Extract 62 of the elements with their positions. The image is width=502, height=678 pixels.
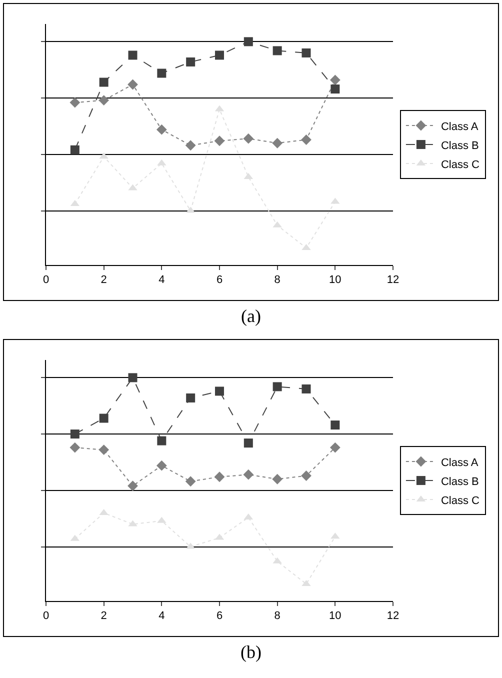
point bbox=[272, 46, 282, 56]
point bbox=[128, 480, 138, 492]
point bbox=[243, 133, 254, 144]
point bbox=[186, 57, 196, 66]
x-tick-label: 10 bbox=[329, 274, 342, 286]
x-tick-label: 4 bbox=[158, 610, 165, 622]
point bbox=[128, 79, 138, 90]
x-tick-label: 6 bbox=[216, 274, 223, 286]
point bbox=[244, 37, 253, 46]
x-tick-label: 0 bbox=[42, 610, 50, 622]
point bbox=[128, 50, 138, 60]
point bbox=[214, 472, 225, 482]
x-tick-label: 8 bbox=[274, 610, 280, 622]
legend-label: Class A bbox=[440, 120, 479, 133]
text: (b) bbox=[240, 641, 262, 664]
point bbox=[215, 386, 224, 396]
point bbox=[98, 444, 110, 456]
point bbox=[272, 474, 283, 484]
legend-label: Class C bbox=[440, 494, 480, 507]
point bbox=[99, 414, 108, 423]
x-tick-label: 10 bbox=[329, 610, 342, 622]
point bbox=[272, 138, 283, 148]
point bbox=[302, 384, 311, 394]
legend-label: Class C bbox=[440, 158, 480, 171]
point bbox=[128, 373, 138, 382]
x-tick-label: 6 bbox=[216, 610, 223, 622]
x-tick-label: 2 bbox=[100, 610, 107, 622]
point bbox=[98, 95, 110, 106]
legend-label: Class B bbox=[440, 476, 479, 488]
point bbox=[70, 430, 80, 439]
point bbox=[185, 140, 196, 151]
point bbox=[272, 382, 282, 392]
point bbox=[330, 84, 340, 94]
legend-label: Class B bbox=[440, 140, 479, 152]
legend-label: Class A bbox=[440, 456, 479, 469]
point bbox=[330, 420, 340, 430]
x-tick-label: 8 bbox=[274, 274, 280, 286]
point bbox=[185, 476, 196, 487]
x-tick-label: 4 bbox=[158, 274, 165, 286]
point bbox=[330, 442, 340, 453]
point bbox=[157, 68, 166, 78]
x-tick-label: 0 bbox=[42, 274, 50, 286]
point bbox=[156, 460, 167, 471]
point bbox=[244, 438, 253, 448]
x-tick-label: 12 bbox=[386, 274, 400, 286]
text: (a) bbox=[240, 305, 262, 328]
point bbox=[70, 145, 80, 154]
point bbox=[70, 97, 80, 108]
point bbox=[243, 469, 254, 480]
point bbox=[99, 78, 108, 87]
point bbox=[156, 124, 167, 135]
point bbox=[157, 436, 166, 446]
point bbox=[214, 136, 225, 146]
x-tick-label: 2 bbox=[100, 274, 107, 286]
point bbox=[186, 393, 196, 402]
x-tick-label: 12 bbox=[386, 610, 400, 622]
point bbox=[301, 470, 312, 481]
point bbox=[70, 442, 80, 453]
point bbox=[215, 50, 224, 60]
point bbox=[301, 134, 312, 145]
point bbox=[302, 48, 311, 58]
point bbox=[330, 74, 340, 86]
